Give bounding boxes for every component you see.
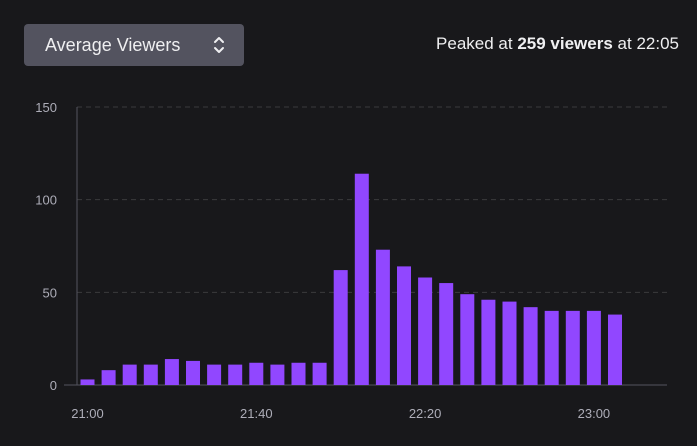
bar [186, 360, 200, 385]
bar [312, 362, 327, 385]
bar [608, 314, 622, 385]
x-tick-label: 23:00 [578, 406, 611, 421]
sort-updown-icon [214, 37, 224, 53]
metric-select-label: Average Viewers [45, 34, 181, 55]
bar [565, 310, 580, 385]
peak-time: 22:05 [636, 34, 679, 53]
bar [249, 362, 264, 385]
bar [502, 301, 517, 385]
bar [354, 173, 369, 385]
bar [375, 249, 390, 385]
peak-prefix: Peaked at [436, 34, 513, 53]
x-tick-label: 21:40 [240, 406, 273, 421]
bar [122, 364, 137, 385]
bar [586, 310, 601, 385]
y-tick-label: 0 [50, 378, 57, 393]
x-tick-label: 22:20 [409, 406, 442, 421]
metric-select[interactable]: Average Viewers [24, 24, 244, 66]
peak-summary: Peaked at 259 viewers at 22:05 [436, 34, 679, 54]
bar [80, 379, 95, 385]
bar [101, 370, 116, 385]
bar [418, 277, 433, 385]
bar [397, 266, 411, 385]
bar [143, 364, 158, 385]
bar [270, 364, 285, 385]
bar [291, 362, 306, 385]
bar [439, 283, 454, 385]
bar [523, 307, 538, 385]
bar [333, 270, 348, 385]
y-tick-label: 100 [35, 193, 57, 208]
y-tick-label: 50 [43, 285, 57, 300]
bar [228, 364, 243, 385]
bar [460, 294, 475, 385]
bar [481, 299, 496, 385]
peak-middle: at [617, 34, 632, 53]
bar [207, 364, 222, 385]
x-tick-label: 21:00 [71, 406, 104, 421]
y-tick-label: 150 [35, 100, 57, 115]
bar [164, 359, 179, 385]
peak-viewers: 259 viewers [517, 34, 613, 53]
bar [544, 310, 559, 385]
